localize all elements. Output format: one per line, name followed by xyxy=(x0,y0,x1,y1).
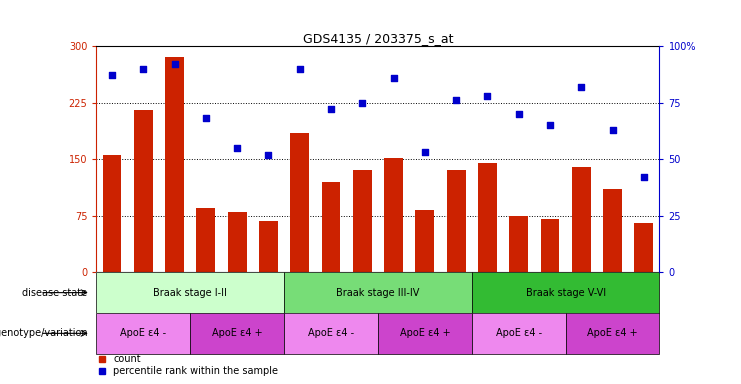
Point xyxy=(638,174,650,180)
Text: count: count xyxy=(113,354,141,364)
Text: Braak stage V-VI: Braak stage V-VI xyxy=(525,288,605,298)
Point xyxy=(356,99,368,106)
Point xyxy=(200,115,212,121)
Point xyxy=(106,73,118,79)
Point xyxy=(325,106,337,113)
Text: ApoE ε4 +: ApoE ε4 + xyxy=(588,328,638,338)
Title: GDS4135 / 203375_s_at: GDS4135 / 203375_s_at xyxy=(302,32,453,45)
Point xyxy=(513,111,525,117)
Bar xyxy=(102,156,122,272)
Point xyxy=(231,145,243,151)
Point xyxy=(544,122,556,128)
Point xyxy=(419,149,431,156)
Bar xyxy=(227,212,247,272)
Bar xyxy=(353,170,372,272)
Text: ApoE ε4 +: ApoE ε4 + xyxy=(399,328,450,338)
Bar xyxy=(284,272,472,313)
Point xyxy=(607,127,619,133)
Bar xyxy=(378,313,472,354)
Text: ApoE ε4 -: ApoE ε4 - xyxy=(496,328,542,338)
Point xyxy=(262,152,274,158)
Bar xyxy=(259,221,278,272)
Text: disease state: disease state xyxy=(22,288,93,298)
Point xyxy=(137,66,149,72)
Bar xyxy=(603,189,622,272)
Text: Braak stage III-IV: Braak stage III-IV xyxy=(336,288,419,298)
Bar xyxy=(634,223,654,272)
Bar xyxy=(541,220,559,272)
Text: genotype/variation: genotype/variation xyxy=(0,328,93,338)
Bar xyxy=(165,57,184,272)
Bar xyxy=(322,182,340,272)
Text: Braak stage I-II: Braak stage I-II xyxy=(153,288,227,298)
Point xyxy=(482,93,494,99)
Bar xyxy=(196,208,215,272)
Point xyxy=(388,74,399,81)
Bar xyxy=(565,313,659,354)
Point xyxy=(451,97,462,103)
Bar xyxy=(384,158,403,272)
Bar xyxy=(572,167,591,272)
Bar xyxy=(190,313,284,354)
Bar xyxy=(472,272,659,313)
Bar xyxy=(478,163,496,272)
Point xyxy=(293,66,305,72)
Text: percentile rank within the sample: percentile rank within the sample xyxy=(113,366,278,376)
Text: ApoE ε4 -: ApoE ε4 - xyxy=(120,328,166,338)
Bar xyxy=(134,110,153,272)
Bar xyxy=(447,170,465,272)
Bar xyxy=(290,133,309,272)
Bar xyxy=(472,313,565,354)
Bar xyxy=(416,210,434,272)
Bar xyxy=(96,313,190,354)
Point xyxy=(575,84,587,90)
Bar xyxy=(284,313,378,354)
Text: ApoE ε4 +: ApoE ε4 + xyxy=(212,328,262,338)
Bar xyxy=(509,216,528,272)
Text: ApoE ε4 -: ApoE ε4 - xyxy=(308,328,354,338)
Bar xyxy=(96,272,284,313)
Point xyxy=(169,61,181,67)
